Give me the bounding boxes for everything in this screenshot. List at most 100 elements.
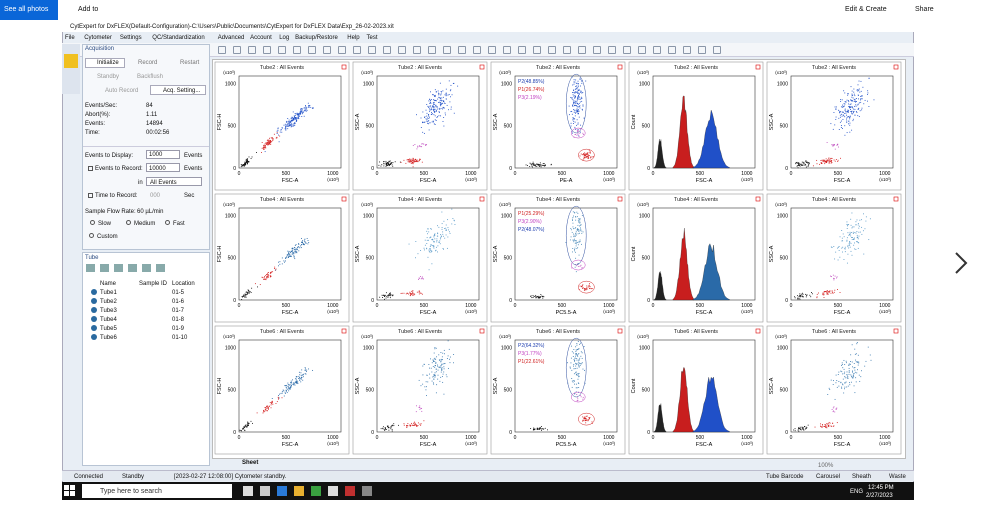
toolbar-icon[interactable]: [248, 46, 256, 54]
toolbar-icon[interactable]: [458, 46, 466, 54]
dropdown[interactable]: [146, 177, 202, 186]
tube-tool[interactable]: [114, 264, 123, 272]
toolbar-icon[interactable]: [323, 46, 331, 54]
search-placeholder[interactable]: Type here to search: [100, 488, 162, 495]
button-label[interactable]: Record: [138, 60, 158, 66]
edit-create[interactable]: Edit & Create: [845, 6, 887, 13]
next-arrow[interactable]: [948, 250, 972, 276]
tube-name[interactable]: Tube3: [100, 308, 117, 314]
tube-name[interactable]: Tube4: [100, 317, 117, 323]
tube-tool[interactable]: [100, 264, 109, 272]
see-all-label[interactable]: See all photos: [4, 6, 49, 13]
toolbar-icon[interactable]: [698, 46, 706, 54]
share[interactable]: Share: [915, 6, 934, 13]
sheet-tab[interactable]: Sheet: [242, 460, 259, 466]
taskbar-app[interactable]: [362, 486, 372, 496]
tube-name[interactable]: Tube5: [100, 326, 117, 332]
radio-label[interactable]: Fast: [173, 221, 185, 227]
toolbar-icon[interactable]: [398, 46, 406, 54]
toolbar-icon[interactable]: [518, 46, 526, 54]
toolbar-icon[interactable]: [503, 46, 511, 54]
input[interactable]: [146, 150, 180, 159]
tube-tool[interactable]: [156, 264, 165, 272]
menu-item[interactable]: File: [65, 35, 75, 41]
menu-item[interactable]: QC/Standardization: [152, 35, 205, 41]
toolbar-icon[interactable]: [653, 46, 661, 54]
button[interactable]: [150, 85, 206, 95]
tube-tool[interactable]: [86, 264, 95, 272]
toolbar-icon[interactable]: [488, 46, 496, 54]
toolbar-icon[interactable]: [548, 46, 556, 54]
toolbar-icon[interactable]: [593, 46, 601, 54]
tube-tool[interactable]: [142, 264, 151, 272]
toolbar-icon[interactable]: [638, 46, 646, 54]
toolbar-icon[interactable]: [473, 46, 481, 54]
input-value[interactable]: 000: [150, 193, 161, 199]
search-box[interactable]: [82, 484, 232, 498]
toolbar-icon[interactable]: [263, 46, 271, 54]
radio-label[interactable]: Medium: [134, 221, 156, 227]
radio[interactable]: [90, 220, 95, 225]
toolbar-icon[interactable]: [428, 46, 436, 54]
button-label[interactable]: Initialize: [97, 60, 119, 66]
tube-tool[interactable]: [128, 264, 137, 272]
toolbar-icon[interactable]: [293, 46, 301, 54]
taskbar-app[interactable]: [260, 486, 270, 496]
toolbar-icon[interactable]: [353, 46, 361, 54]
menu-item[interactable]: Settings: [119, 35, 142, 41]
menu-item[interactable]: Backup/Restore: [295, 35, 338, 41]
toolbar-icon[interactable]: [308, 46, 316, 54]
toolbar-icon[interactable]: [533, 46, 541, 54]
toolbar-icon[interactable]: [218, 46, 226, 54]
button-label[interactable]: Restart: [180, 60, 200, 66]
toolbar-icon[interactable]: [413, 46, 421, 54]
toolbar-icon[interactable]: [683, 46, 691, 54]
toolbar-icon[interactable]: [623, 46, 631, 54]
radio-label[interactable]: Slow: [98, 221, 112, 227]
taskbar-app[interactable]: [243, 486, 253, 496]
button-label[interactable]: Backflush: [137, 74, 164, 80]
toolbar-icon[interactable]: [713, 46, 721, 54]
add-to[interactable]: Add to: [78, 6, 99, 13]
taskbar-app[interactable]: [311, 486, 321, 496]
toolbar-icon[interactable]: [368, 46, 376, 54]
menu-item[interactable]: Test: [366, 35, 378, 41]
start-button[interactable]: [64, 485, 75, 496]
menu-item[interactable]: Cytometer: [84, 35, 112, 41]
taskbar-app[interactable]: [294, 486, 304, 496]
dropdown-value[interactable]: All Events: [150, 180, 177, 186]
taskbar-app[interactable]: [277, 486, 287, 496]
button[interactable]: [85, 58, 125, 68]
menu-item[interactable]: Help: [347, 35, 360, 41]
toolbar-icon[interactable]: [563, 46, 571, 54]
menu-item[interactable]: Advanced: [217, 35, 245, 41]
toolbar-icon[interactable]: [668, 46, 676, 54]
checkbox[interactable]: [88, 193, 93, 198]
tube-name[interactable]: Tube6: [100, 335, 117, 341]
checkbox[interactable]: [88, 166, 93, 171]
radio[interactable]: [126, 220, 131, 225]
toolbar-icon[interactable]: [233, 46, 241, 54]
see-all-button[interactable]: [0, 0, 58, 20]
menu-item[interactable]: Log: [279, 35, 290, 41]
toolbar-icon[interactable]: [608, 46, 616, 54]
radio-label[interactable]: Custom: [97, 234, 118, 240]
radio[interactable]: [89, 233, 94, 238]
tube-name[interactable]: Tube1: [100, 290, 117, 296]
toolbar-icon[interactable]: [578, 46, 586, 54]
toolbar-icon[interactable]: [443, 46, 451, 54]
button-label[interactable]: Acq. Setting...: [163, 88, 201, 94]
toolbar-icon[interactable]: [338, 46, 346, 54]
tube-name[interactable]: Tube2: [100, 299, 117, 305]
acquisition-tab-icon[interactable]: [64, 54, 78, 68]
radio[interactable]: [165, 220, 170, 225]
input-value[interactable]: 1000: [149, 152, 163, 158]
input[interactable]: [146, 163, 180, 172]
input-value[interactable]: 10000: [149, 166, 166, 172]
toolbar-icon[interactable]: [278, 46, 286, 54]
button-label[interactable]: Auto Record: [105, 88, 139, 94]
button-label[interactable]: Standby: [97, 74, 120, 80]
menu-item[interactable]: Account: [250, 35, 272, 41]
taskbar-app[interactable]: [328, 486, 338, 496]
toolbar-icon[interactable]: [383, 46, 391, 54]
